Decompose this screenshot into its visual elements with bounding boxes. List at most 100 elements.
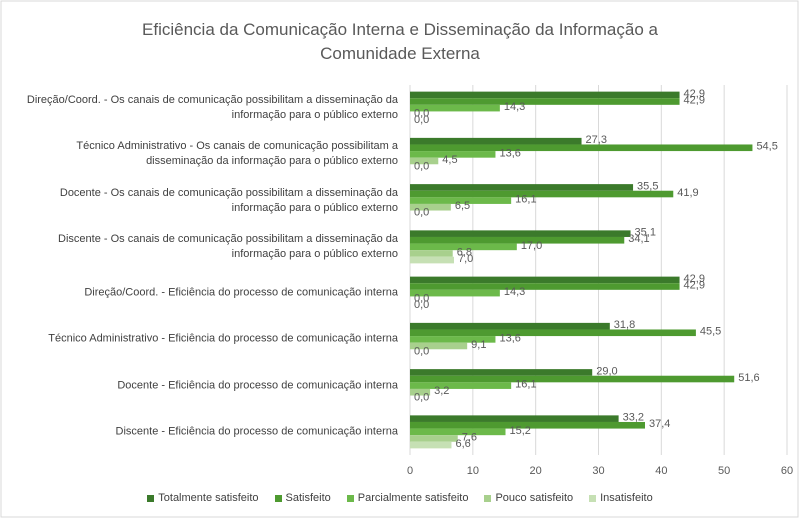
bar	[410, 329, 696, 337]
legend-label: Insatisfeito	[600, 492, 653, 504]
bar	[410, 137, 582, 145]
data-label: 6,5	[455, 200, 470, 212]
legend-label: Pouco satisfeito	[495, 492, 574, 504]
legend-swatch	[484, 494, 492, 502]
data-label: 0,0	[414, 299, 429, 311]
x-tick-label: 0	[407, 465, 413, 477]
data-label: 0,0	[414, 293, 429, 305]
data-label: 42,9	[684, 279, 705, 291]
legend-swatch	[147, 494, 155, 502]
legend-swatch	[346, 494, 354, 502]
data-label: 42,9	[684, 273, 705, 285]
bar	[410, 342, 468, 350]
data-label: 13,6	[499, 332, 520, 344]
data-label: 15,2	[510, 425, 531, 437]
bar	[410, 388, 431, 396]
data-label: 42,9	[684, 88, 705, 100]
legend-swatch	[274, 494, 282, 502]
bar	[410, 276, 680, 284]
data-label: 33,2	[623, 412, 644, 424]
data-label: 17,0	[521, 240, 542, 252]
data-label: 35,5	[637, 180, 658, 192]
bar	[410, 250, 453, 257]
bar	[410, 197, 512, 204]
chart-title: Eficiência da Comunicação Interna e Diss…	[142, 20, 658, 63]
data-label: 34,1	[628, 233, 649, 245]
legend-label: Satisfeito	[285, 492, 331, 504]
y-tick-label: Discente - Os canais de comunicação poss…	[58, 232, 398, 260]
data-label: 0,0	[414, 392, 429, 404]
data-label: 4,5	[442, 154, 457, 166]
legend-item: Satisfeito	[274, 492, 331, 504]
bar	[410, 98, 680, 105]
legend-item: Pouco satisfeito	[484, 492, 573, 504]
data-label: 9,1	[471, 339, 486, 351]
data-label: 7,6	[462, 431, 477, 443]
data-label: 0,0	[414, 114, 429, 126]
bar	[410, 256, 454, 264]
bar	[410, 144, 753, 152]
data-label: 51,6	[738, 372, 759, 384]
data-label: 6,8	[457, 246, 472, 258]
y-tick-label: Docente - Os canais de comunicação possi…	[59, 186, 398, 214]
y-tick-label: Docente - Eficiência do processo de comu…	[117, 379, 398, 392]
data-label: 0,0	[414, 108, 429, 120]
x-tick-label: 60	[781, 465, 793, 477]
data-label: 14,3	[504, 286, 525, 298]
bar	[410, 190, 674, 198]
data-label: 6,6	[455, 438, 470, 450]
bar	[410, 369, 593, 376]
legend-item: Totalmente satisfeito	[147, 492, 259, 504]
legend-swatch	[589, 494, 597, 502]
data-label: 54,5	[756, 141, 777, 153]
bar	[410, 157, 439, 165]
data-label: 0,0	[414, 207, 429, 219]
data-label: 35,1	[635, 227, 656, 239]
bar	[410, 435, 458, 442]
legend-item: Insatisfeito	[589, 492, 653, 504]
y-tick-label: Discente - Eficiência do processo de com…	[115, 425, 398, 438]
data-label: 37,4	[649, 418, 670, 430]
y-tick-label: Direção/Coord. - Os canais de comunicaçã…	[26, 94, 398, 122]
bar	[410, 428, 506, 436]
data-label: 16,1	[515, 194, 536, 206]
bar	[410, 441, 452, 449]
bar	[410, 336, 496, 343]
bar	[410, 230, 631, 237]
bar	[410, 203, 451, 211]
x-tick-label: 20	[530, 465, 542, 477]
data-label: 0,0	[414, 160, 429, 172]
bar	[410, 243, 517, 251]
data-label: 0,0	[414, 345, 429, 357]
data-label: 27,3	[586, 134, 607, 146]
y-tick-label: Direção/Coord. - Eficiência do processo …	[84, 286, 398, 299]
data-label: 42,9	[684, 94, 705, 106]
legend-item: Parcialmente satisfeito	[346, 492, 468, 504]
bar	[410, 322, 610, 330]
bar	[410, 283, 680, 290]
bar	[410, 375, 735, 383]
y-tick-label: Técnico Administrativo - Eficiência do p…	[48, 332, 398, 345]
x-tick-label: 40	[655, 465, 667, 477]
data-label: 16,1	[515, 379, 536, 391]
bar	[410, 151, 496, 158]
bar	[410, 382, 512, 389]
y-tick-label: Técnico Administrativo - Os canais de co…	[76, 140, 398, 168]
x-tick-label: 10	[467, 465, 479, 477]
bar	[410, 415, 619, 422]
bar	[410, 289, 500, 297]
bar	[410, 236, 625, 244]
data-label: 41,9	[677, 187, 698, 199]
data-label: 29,0	[596, 365, 617, 377]
data-label: 45,5	[700, 326, 721, 338]
legend-label: Totalmente satisfeito	[158, 492, 259, 504]
legend: Totalmente satisfeito Satisfeito Parcialme…	[0, 492, 800, 504]
data-label: 7,0	[458, 253, 473, 265]
data-label: 3,2	[434, 385, 449, 397]
bar	[410, 91, 680, 99]
data-label: 14,3	[504, 101, 525, 113]
bar	[410, 421, 645, 429]
